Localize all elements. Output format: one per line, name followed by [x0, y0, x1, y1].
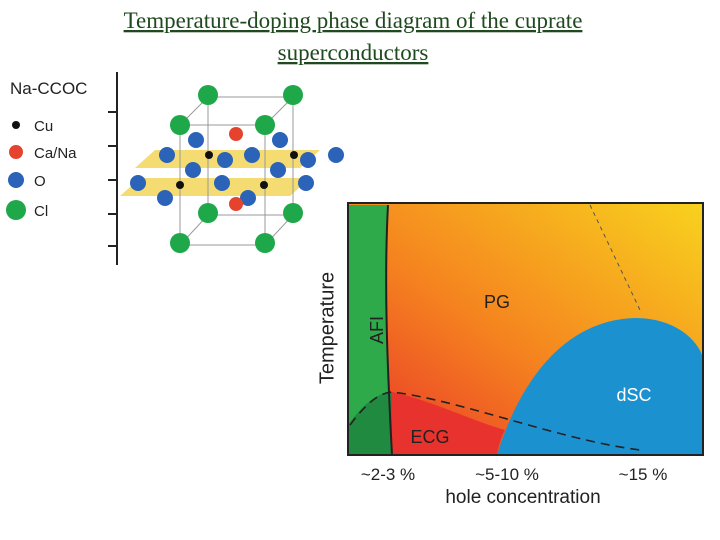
- title-line: Temperature-doping phase diagram of the …: [124, 8, 583, 33]
- y-axis-label: Temperature: [316, 272, 338, 384]
- region-label: ECG: [410, 427, 449, 447]
- x-tick-label: ~5-10 %: [475, 465, 539, 484]
- x-tick-label: ~2-3 %: [361, 465, 415, 484]
- region-label: AFI: [367, 316, 387, 344]
- legend-label: O: [34, 173, 46, 190]
- title-line: superconductors: [278, 40, 429, 65]
- region-label: dSC: [616, 385, 651, 405]
- phase-diagram: AFI PG dSC ECG Temperature ~2-3 % ~5-10 …: [316, 202, 704, 508]
- x-tick-label: ~15 %: [619, 465, 668, 484]
- legend-label: Ca/Na: [34, 145, 77, 162]
- legend-label: Cl: [34, 203, 48, 220]
- crystal-structure: Na-CCOC Cu Ca/Na O Cl: [6, 72, 344, 265]
- x-axis-label: hole concentration: [445, 487, 600, 508]
- legend-label: Cu: [34, 118, 53, 135]
- region-label: PG: [484, 292, 510, 312]
- crystal-name: Na-CCOC: [10, 79, 87, 98]
